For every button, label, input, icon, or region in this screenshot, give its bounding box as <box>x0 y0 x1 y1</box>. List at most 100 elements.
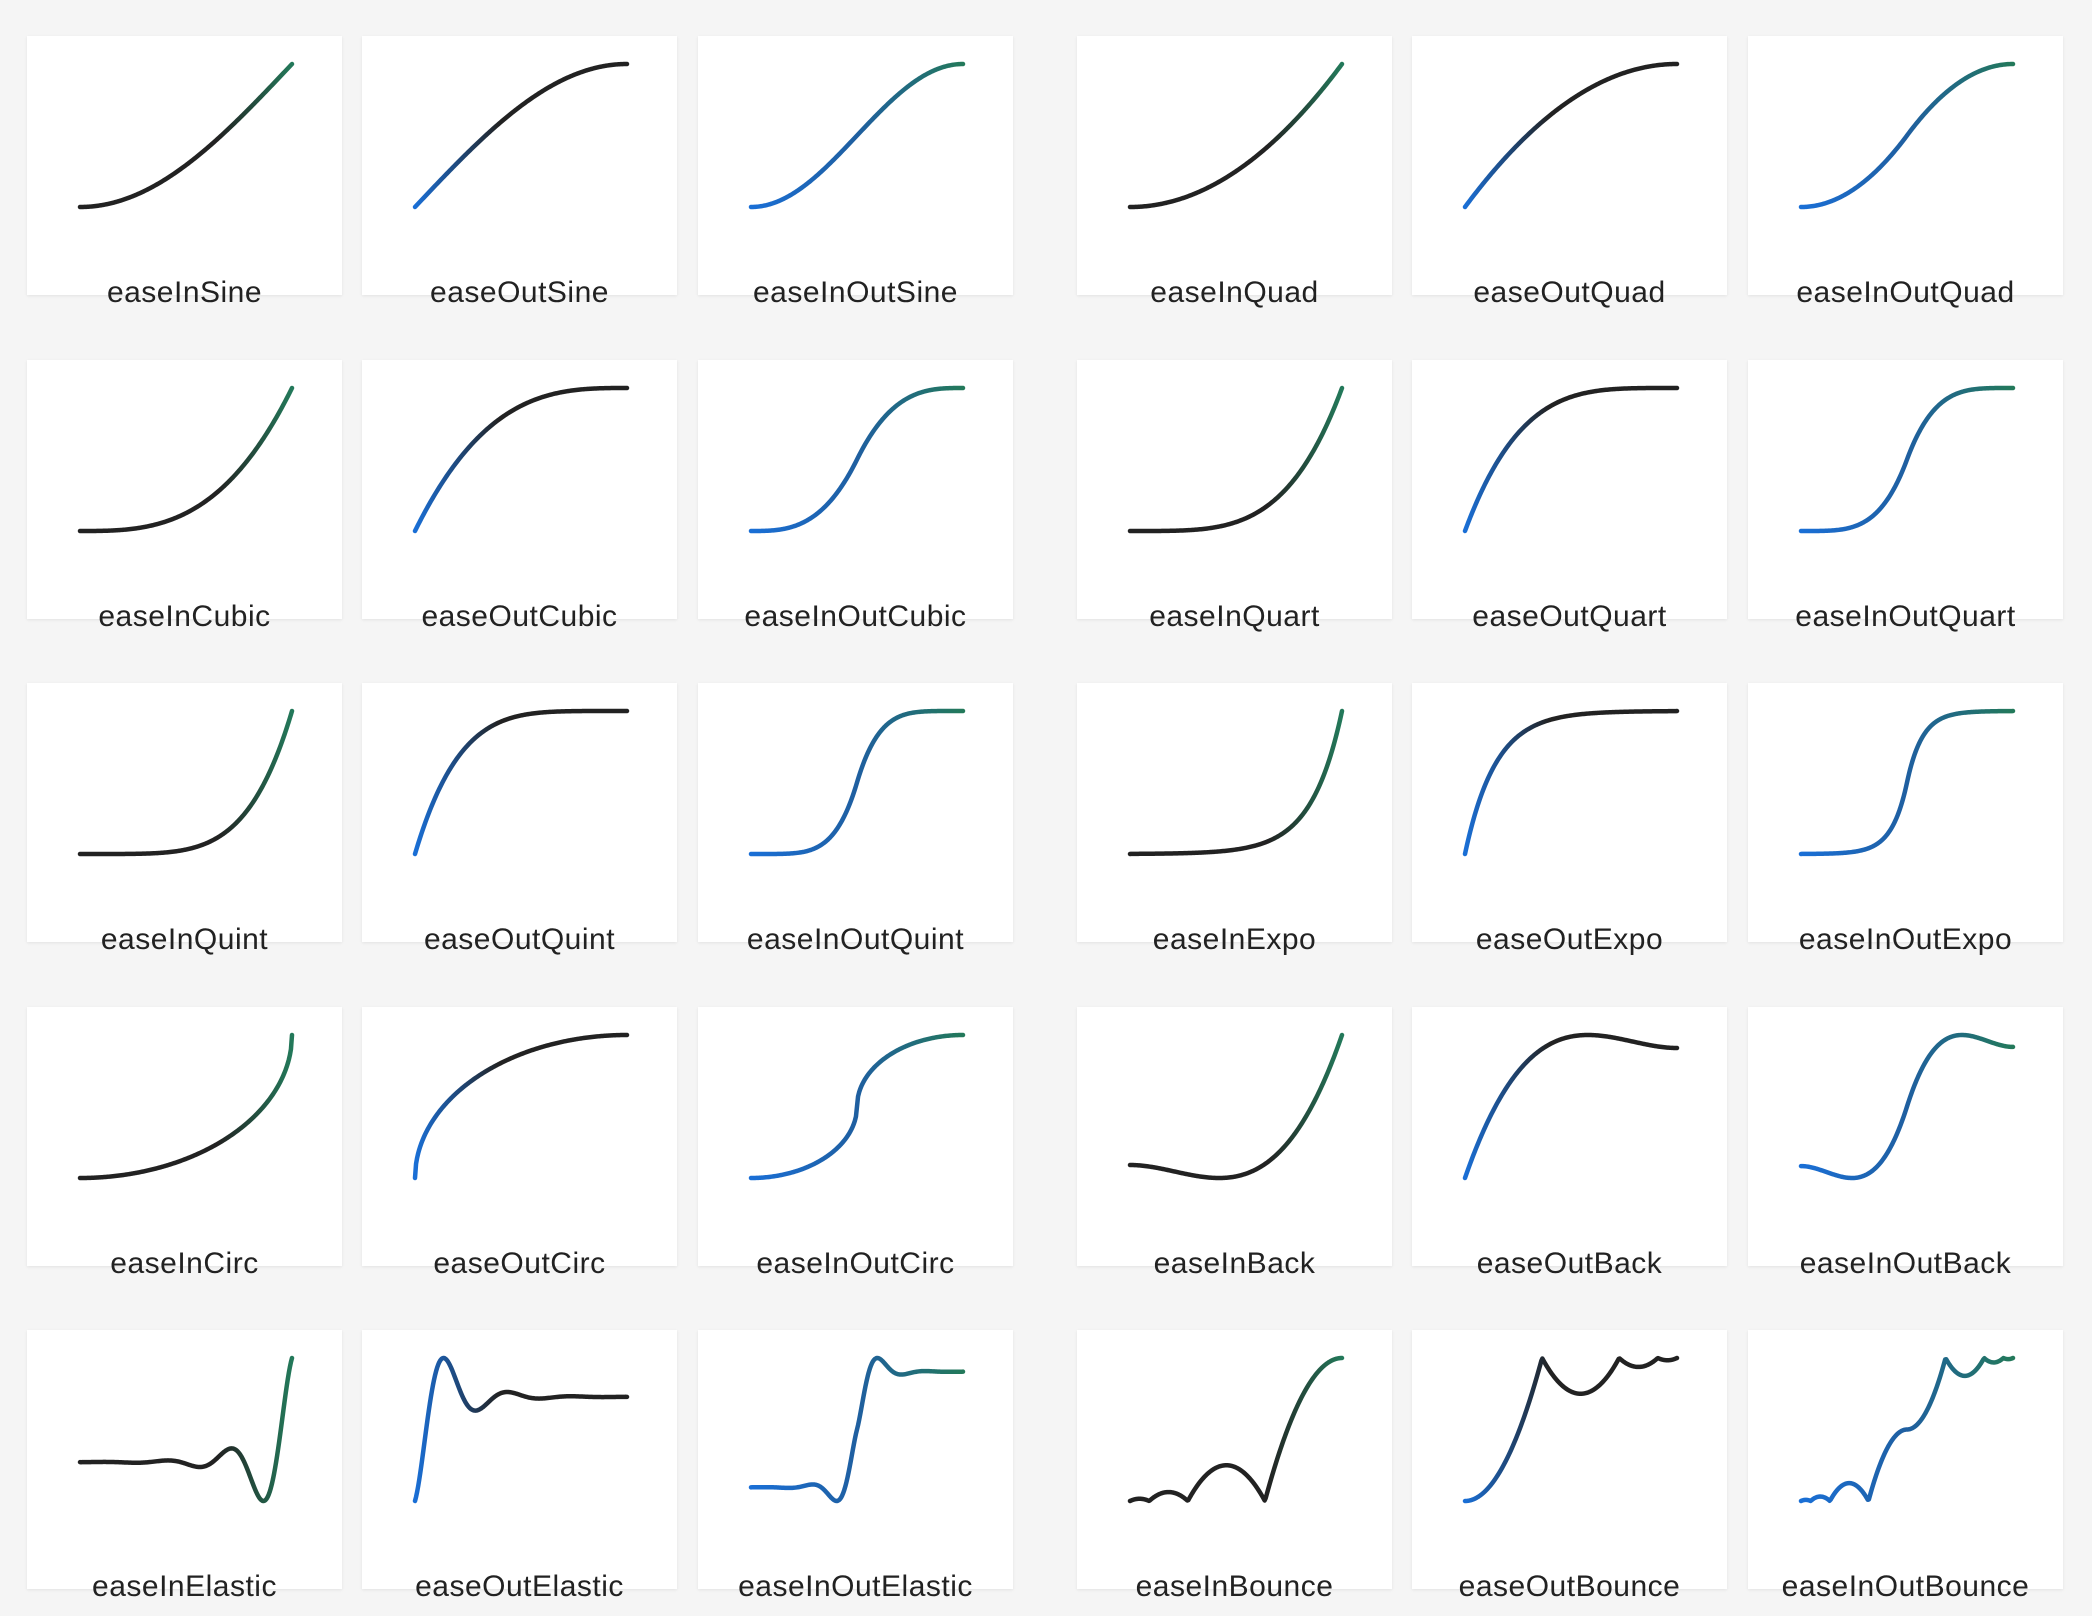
easing-card: easeInOutBack <box>1748 1007 2063 1280</box>
easing-curve <box>1127 385 1345 534</box>
easing-card: easeInOutQuart <box>1748 360 2063 633</box>
easing-curve <box>1798 708 2016 857</box>
easing-card: easeOutBounce <box>1412 1330 1727 1603</box>
easing-label: easeInQuad <box>1150 276 1319 309</box>
easing-label: easeOutBack <box>1476 1247 1663 1280</box>
easing-card: easeInExpo <box>1077 683 1392 956</box>
curve-icon <box>1462 1032 1680 1181</box>
easing-curve <box>1127 61 1345 210</box>
curve-icon <box>748 708 966 857</box>
easing-curve <box>412 1355 630 1504</box>
easing-label: easeInOutCubic <box>744 600 967 633</box>
easing-curve <box>1798 1355 2016 1504</box>
easing-label: easeInQuart <box>1149 600 1320 633</box>
curve-icon <box>1127 385 1345 534</box>
easing-curve <box>412 61 630 210</box>
easing-curve <box>77 1355 295 1504</box>
easing-curve <box>412 385 630 534</box>
easing-card: easeInOutCubic <box>698 360 1013 633</box>
easing-card: easeInOutBounce <box>1748 1330 2063 1603</box>
curve-icon <box>412 1355 630 1504</box>
curve-icon <box>1462 385 1680 534</box>
easing-curve <box>77 708 295 857</box>
easing-curve <box>1462 385 1680 534</box>
curve-icon <box>1462 708 1680 857</box>
easing-card: easeInCubic <box>27 360 342 633</box>
easing-card: easeOutQuad <box>1412 36 1727 309</box>
easing-card: easeInOutQuad <box>1748 36 2063 309</box>
easing-curve <box>1798 385 2016 534</box>
easing-curve <box>748 708 966 857</box>
curve-icon <box>412 708 630 857</box>
curve-icon <box>748 1355 966 1504</box>
easing-card: easeOutCirc <box>362 1007 677 1280</box>
easing-curve <box>1462 1355 1680 1504</box>
easing-curve <box>412 1032 630 1181</box>
easing-card: easeInOutExpo <box>1748 683 2063 956</box>
curve-icon <box>1798 385 2016 534</box>
easing-label: easeInOutExpo <box>1798 923 2013 956</box>
easing-label: easeOutElastic <box>415 1570 624 1603</box>
easing-curve <box>1462 61 1680 210</box>
curve-icon <box>1462 61 1680 210</box>
easing-curve <box>748 1355 966 1504</box>
easing-card: easeOutCubic <box>362 360 677 633</box>
curve-icon <box>412 1032 630 1181</box>
easing-curve <box>1798 61 2016 210</box>
easing-label: easeInBounce <box>1135 1570 1334 1603</box>
easing-curve <box>1798 1032 2016 1181</box>
easing-curve <box>412 708 630 857</box>
easing-curve <box>77 1032 295 1181</box>
easing-label: easeOutSine <box>430 276 609 309</box>
easing-card: easeOutBack <box>1412 1007 1727 1280</box>
easing-label: easeInOutQuint <box>746 923 965 956</box>
easing-label: easeInOutBack <box>1799 1247 2012 1280</box>
easing-label: easeInOutSine <box>753 276 958 309</box>
easing-label: easeInOutQuad <box>1796 276 2015 309</box>
curve-icon <box>77 385 295 534</box>
curve-icon <box>1798 708 2016 857</box>
easing-label: easeInExpo <box>1152 923 1317 956</box>
curve-icon <box>748 1032 966 1181</box>
curve-icon <box>77 61 295 210</box>
curve-icon <box>1798 1355 2016 1504</box>
curve-icon <box>412 61 630 210</box>
easing-curve <box>748 61 966 210</box>
easing-card: easeInQuart <box>1077 360 1392 633</box>
curve-icon <box>412 385 630 534</box>
easing-label: easeOutQuint <box>423 923 616 956</box>
easing-label: easeInOutElastic <box>738 1570 973 1603</box>
curve-icon <box>1462 1355 1680 1504</box>
curve-icon <box>77 1355 295 1504</box>
easing-card: easeInBack <box>1077 1007 1392 1280</box>
easing-label: easeInOutQuart <box>1795 600 2016 633</box>
curve-icon <box>748 61 966 210</box>
easing-card: easeInOutSine <box>698 36 1013 309</box>
easing-card: easeOutExpo <box>1412 683 1727 956</box>
easing-card: easeInQuint <box>27 683 342 956</box>
curve-icon <box>77 708 295 857</box>
curve-icon <box>1127 1355 1345 1504</box>
easing-label: easeInSine <box>106 276 263 309</box>
easing-card: easeOutQuint <box>362 683 677 956</box>
easing-label: easeOutQuart <box>1472 600 1667 633</box>
easing-curve <box>1127 1355 1345 1504</box>
easing-card: easeOutSine <box>362 36 677 309</box>
easing-card: easeInOutCirc <box>698 1007 1013 1280</box>
curve-icon <box>1127 1032 1345 1181</box>
easing-card: easeOutQuart <box>1412 360 1727 633</box>
easing-card: easeInSine <box>27 36 342 309</box>
easing-label: easeInElastic <box>92 1570 277 1603</box>
easing-label: easeOutCirc <box>433 1247 606 1280</box>
easing-card: easeInOutElastic <box>698 1330 1013 1603</box>
easing-curve <box>748 385 966 534</box>
curve-icon <box>1127 708 1345 857</box>
curve-icon <box>77 1032 295 1181</box>
easing-card: easeInElastic <box>27 1330 342 1603</box>
curve-icon <box>1798 61 2016 210</box>
easing-curve <box>77 61 295 210</box>
easing-label: easeOutQuad <box>1473 276 1666 309</box>
curve-icon <box>748 385 966 534</box>
easing-card: easeInQuad <box>1077 36 1392 309</box>
